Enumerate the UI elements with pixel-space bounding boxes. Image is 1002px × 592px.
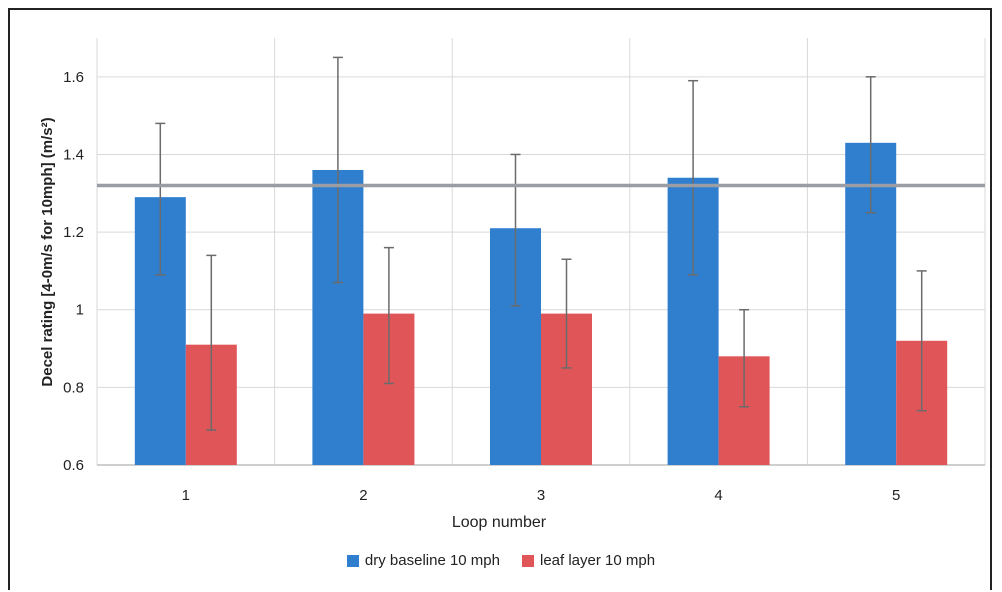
error-bars-group — [155, 56, 927, 431]
y-tick-label-3: 1.2 — [63, 224, 84, 241]
y-tick-label-4: 1.4 — [63, 146, 84, 163]
legend-item-dry: dry baseline 10 mph — [346, 552, 500, 569]
y-tick-labels: 0.6 0.8 1 1.2 1.4 1.6 — [63, 69, 84, 474]
bars-group — [134, 142, 948, 466]
legend-label-leaf: leaf layer 10 mph — [540, 552, 656, 569]
x-tick-label-3: 4 — [714, 487, 722, 504]
legend-swatch-leaf — [522, 554, 534, 567]
legend-label-dry: dry baseline 10 mph — [364, 552, 500, 569]
x-tick-label-2: 3 — [537, 487, 545, 504]
x-tick-label-1: 2 — [359, 487, 367, 504]
y-tick-label-0: 0.6 — [63, 457, 84, 474]
y-tick-label-5: 1.6 — [63, 69, 84, 86]
x-tick-labels: 1 2 3 4 5 — [182, 487, 901, 504]
legend-swatch-dry — [346, 554, 359, 567]
legend-item-leaf: leaf layer 10 mph — [522, 552, 655, 569]
y-tick-label-2: 1 — [76, 302, 84, 319]
x-axis-label: Loop number — [452, 514, 547, 531]
legend: dry baseline 10 mph leaf layer 10 mph — [0, 552, 1002, 569]
y-tick-label-1: 0.8 — [63, 379, 84, 396]
y-axis-label: Decel rating [4-0m/s for 10mph] (m/s²) — [39, 117, 56, 386]
x-tick-label-0: 1 — [182, 487, 190, 504]
x-tick-label-4: 5 — [892, 487, 900, 504]
